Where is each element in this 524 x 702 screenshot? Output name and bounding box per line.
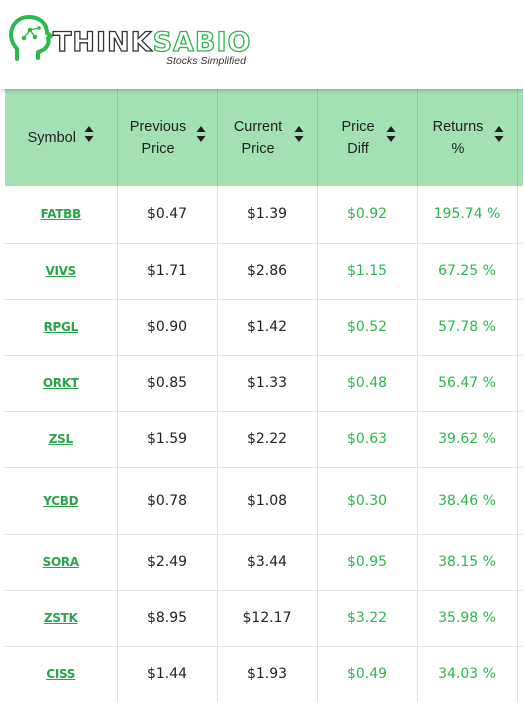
returns-cell: 56.47 % bbox=[417, 355, 518, 412]
returns-cell: 39.62 % bbox=[417, 411, 518, 468]
column-label: Price Diff bbox=[341, 118, 375, 157]
current-price-cell: $1.42 bbox=[217, 299, 318, 356]
overflow-cell bbox=[517, 411, 523, 468]
price-diff-cell: $0.95 bbox=[317, 534, 418, 591]
symbol-link[interactable]: CISS bbox=[46, 667, 76, 681]
sort-arrows-icon[interactable] bbox=[494, 125, 504, 150]
table-row: ORKT $0.85 $1.33 $0.48 56.47 % bbox=[5, 355, 523, 412]
table-row: SORA $2.49 $3.44 $0.95 38.15 % bbox=[5, 534, 523, 591]
sort-arrows-icon[interactable] bbox=[294, 125, 304, 150]
current-price-cell: $2.86 bbox=[217, 243, 318, 300]
symbol-cell: FATBB bbox=[5, 186, 118, 244]
price-diff-cell: $3.22 bbox=[317, 590, 418, 647]
previous-price-cell: $1.59 bbox=[117, 411, 218, 468]
brand-wordmark: THINKSABIO bbox=[52, 27, 252, 58]
symbol-link[interactable]: SORA bbox=[42, 555, 79, 569]
price-diff-cell: $0.63 bbox=[317, 411, 418, 468]
current-price-cell: $1.93 bbox=[217, 646, 318, 702]
price-diff-cell: $0.49 bbox=[317, 646, 418, 702]
symbol-link[interactable]: RPGL bbox=[43, 320, 79, 334]
head-with-circuit-icon bbox=[9, 15, 53, 61]
overflow-cell bbox=[517, 590, 523, 647]
returns-cell: 38.15 % bbox=[417, 534, 518, 591]
previous-price-cell: $0.85 bbox=[117, 355, 218, 412]
price-diff-cell: $0.92 bbox=[317, 186, 418, 244]
symbol-link[interactable]: ZSTK bbox=[43, 611, 78, 625]
column-label: Previous Price bbox=[129, 118, 187, 157]
returns-cell: 57.78 % bbox=[417, 299, 518, 356]
table-row: ZSTK $8.95 $12.17 $3.22 35.98 % bbox=[5, 590, 523, 647]
symbol-link[interactable]: YCBD bbox=[43, 493, 79, 508]
thinksabio-logo[interactable]: THINKSABIO Stocks Simplified bbox=[8, 14, 258, 74]
symbol-link[interactable]: FATBB bbox=[40, 207, 81, 222]
brand-sabio: SABIO bbox=[152, 27, 252, 58]
returns-cell: 195.74 % bbox=[417, 186, 518, 244]
brand-tagline: Stocks Simplified bbox=[166, 55, 246, 67]
symbol-link[interactable]: ORKT bbox=[42, 376, 79, 390]
overflow-cell bbox=[517, 186, 523, 244]
table-row: VIVS $1.71 $2.86 $1.15 67.25 % bbox=[5, 243, 523, 300]
table-row: FATBB $0.47 $1.39 $0.92 195.74 % bbox=[5, 186, 523, 244]
previous-price-cell: $1.44 bbox=[117, 646, 218, 702]
stocks-table: Symbol Previous Price Current Price bbox=[5, 89, 523, 702]
returns-cell: 34.03 % bbox=[417, 646, 518, 702]
column-header-symbol[interactable]: Symbol bbox=[5, 89, 118, 186]
overflow-cell bbox=[517, 467, 523, 535]
returns-cell: 35.98 % bbox=[417, 590, 518, 647]
column-header-previous-price[interactable]: Previous Price bbox=[117, 89, 218, 186]
table-header-row: Symbol Previous Price Current Price bbox=[5, 89, 523, 186]
table-row: RPGL $0.90 $1.42 $0.52 57.78 % bbox=[5, 299, 523, 356]
symbol-cell: ORKT bbox=[5, 355, 118, 412]
current-price-cell: $1.39 bbox=[217, 186, 318, 244]
symbol-cell: VIVS bbox=[5, 243, 118, 300]
previous-price-cell: $0.90 bbox=[117, 299, 218, 356]
previous-price-cell: $1.71 bbox=[117, 243, 218, 300]
overflow-cell bbox=[517, 646, 523, 702]
column-header-returns[interactable]: Returns % bbox=[417, 89, 518, 186]
current-price-cell: $12.17 bbox=[217, 590, 318, 647]
returns-cell: 67.25 % bbox=[417, 243, 518, 300]
previous-price-cell: $2.49 bbox=[117, 534, 218, 591]
current-price-cell: $1.08 bbox=[217, 467, 318, 535]
current-price-cell: $1.33 bbox=[217, 355, 318, 412]
overflow-cell bbox=[517, 243, 523, 300]
current-price-cell: $3.44 bbox=[217, 534, 318, 591]
symbol-cell: YCBD bbox=[5, 467, 118, 535]
price-diff-cell: $1.15 bbox=[317, 243, 418, 300]
column-label: Current Price bbox=[233, 118, 283, 157]
price-diff-cell: $0.30 bbox=[317, 467, 418, 535]
sort-arrows-icon[interactable] bbox=[84, 125, 94, 150]
symbol-cell: CISS bbox=[5, 646, 118, 702]
overflow-cell bbox=[517, 299, 523, 356]
symbol-cell: ZSTK bbox=[5, 590, 118, 647]
price-diff-cell: $0.48 bbox=[317, 355, 418, 412]
overflow-cell bbox=[517, 355, 523, 412]
price-diff-cell: $0.52 bbox=[317, 299, 418, 356]
site-header: THINKSABIO Stocks Simplified bbox=[0, 0, 524, 89]
column-header-current-price[interactable]: Current Price bbox=[217, 89, 318, 186]
returns-cell: 38.46 % bbox=[417, 467, 518, 535]
previous-price-cell: $0.47 bbox=[117, 186, 218, 244]
symbol-link[interactable]: VIVS bbox=[45, 264, 77, 278]
symbol-cell: RPGL bbox=[5, 299, 118, 356]
overflow-cell bbox=[517, 534, 523, 591]
sort-arrows-icon[interactable] bbox=[196, 125, 206, 150]
column-label: Returns % bbox=[432, 118, 484, 157]
brand-think: THINK bbox=[52, 27, 153, 58]
symbol-link[interactable]: ZSL bbox=[48, 432, 73, 446]
sort-arrows-icon[interactable] bbox=[386, 125, 396, 150]
column-header-overflow bbox=[517, 89, 523, 186]
previous-price-cell: $8.95 bbox=[117, 590, 218, 647]
column-label: Symbol bbox=[27, 129, 76, 146]
table-row: ZSL $1.59 $2.22 $0.63 39.62 % bbox=[5, 411, 523, 468]
previous-price-cell: $0.78 bbox=[117, 467, 218, 535]
symbol-cell: SORA bbox=[5, 534, 118, 591]
current-price-cell: $2.22 bbox=[217, 411, 318, 468]
column-header-price-diff[interactable]: Price Diff bbox=[317, 89, 418, 186]
table-row: YCBD $0.78 $1.08 $0.30 38.46 % bbox=[5, 467, 523, 535]
symbol-cell: ZSL bbox=[5, 411, 118, 468]
stocks-table-container[interactable]: Symbol Previous Price Current Price bbox=[5, 89, 524, 702]
table-row: CISS $1.44 $1.93 $0.49 34.03 % bbox=[5, 646, 523, 702]
